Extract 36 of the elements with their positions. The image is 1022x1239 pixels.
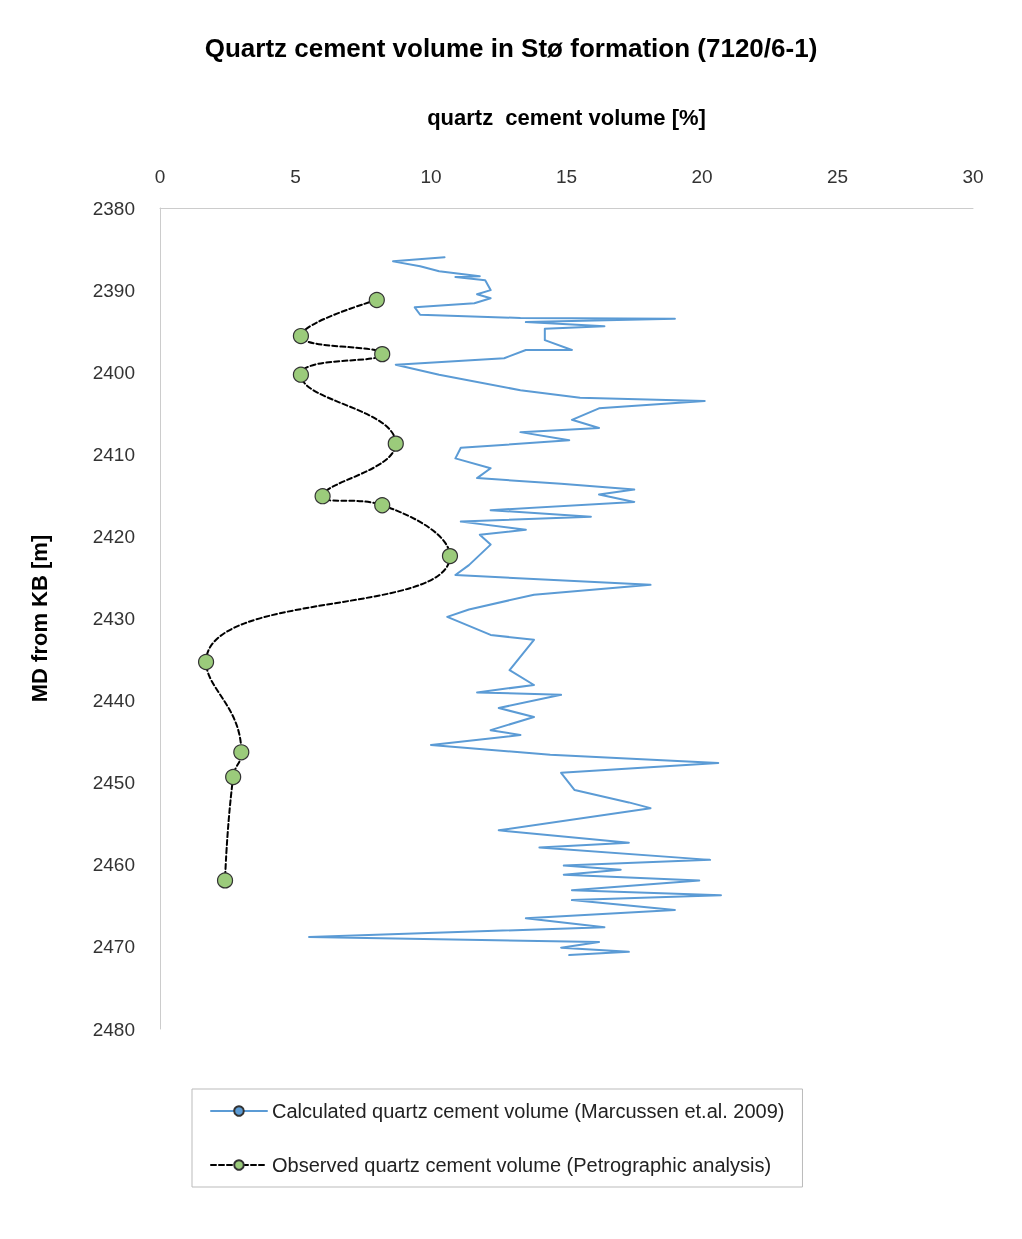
y-tick-label: 2460	[92, 854, 135, 876]
x-tick-label: 30	[962, 166, 984, 187]
y-tick-label: 2480	[92, 1018, 135, 1040]
point	[216, 872, 234, 889]
y-tick-label: 2380	[92, 197, 135, 219]
legend-label: Calculated quartz cement volume (Marcussen et.al. 2009)	[272, 1100, 785, 1122]
point	[197, 653, 215, 671]
y-tick-label: 2430	[92, 608, 135, 629]
point	[441, 548, 459, 565]
point	[387, 435, 404, 452]
x-tick-label: 10	[420, 166, 442, 187]
x-tick-label: 15	[555, 166, 578, 187]
point	[292, 366, 310, 383]
chart-title: Quartz cement volume in Stø formation (7120/6-1)	[204, 33, 818, 63]
point	[368, 291, 385, 309]
x-tick-label: 25	[826, 166, 849, 187]
y-tick-label: 2450	[92, 772, 135, 794]
legend-label: Observed quartz cement volume (Petrographic analysis)	[272, 1154, 772, 1176]
point	[314, 488, 331, 505]
point	[225, 768, 242, 786]
y-tick-label: 2420	[92, 525, 135, 547]
point	[233, 744, 250, 761]
point	[374, 497, 391, 514]
x-tick-label: 0	[154, 166, 166, 187]
y-tick-label: 2410	[92, 443, 135, 465]
x-tick-label: 20	[691, 166, 713, 187]
point	[374, 346, 391, 363]
y-tick-label: 2400	[92, 361, 135, 383]
y-tick-label: 2470	[92, 936, 135, 958]
line-series	[308, 256, 722, 957]
y-axis-title: MD from KB [m]	[26, 534, 52, 703]
y-tick-label: 2440	[92, 690, 135, 712]
x-axis-title: quartz cement volume [%]	[427, 104, 706, 130]
y-tick-label: 2390	[92, 279, 135, 301]
x-tick-label: 5	[290, 166, 301, 187]
point	[292, 327, 310, 345]
